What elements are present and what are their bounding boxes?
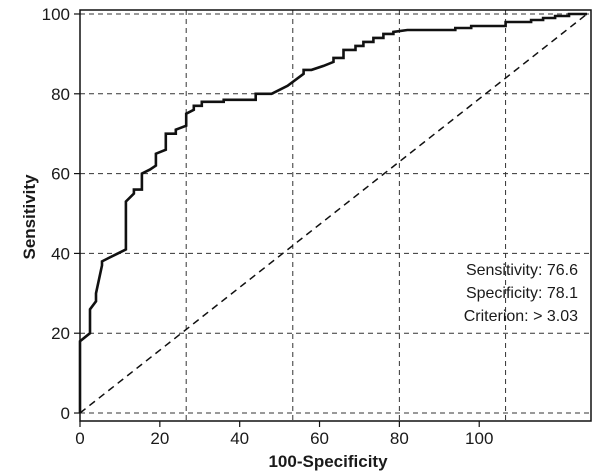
y-tick-label-4: 80 bbox=[51, 85, 70, 104]
plot-frame bbox=[79, 9, 592, 422]
axis-ticks bbox=[74, 13, 480, 427]
roc-curve bbox=[78, 12, 587, 413]
x-tick-label-1: 20 bbox=[150, 429, 169, 448]
y-tick-label-0: 0 bbox=[61, 404, 70, 423]
y-tick-label-5: 100 bbox=[42, 5, 70, 24]
x-tick-labels: 0 20 40 60 80 100 bbox=[75, 429, 493, 448]
y-tick-label-3: 60 bbox=[51, 165, 70, 184]
grid-lines bbox=[79, 10, 591, 421]
x-tick-label-2: 40 bbox=[230, 429, 249, 448]
y-tick-labels: 0 20 40 60 80 100 bbox=[42, 5, 70, 423]
x-tick-label-0: 0 bbox=[75, 429, 84, 448]
y-tick-label-2: 40 bbox=[51, 244, 70, 263]
annotation-criterion: Criterion: > 3.03 bbox=[464, 308, 578, 325]
x-tick-label-3: 60 bbox=[310, 429, 329, 448]
y-axis-label: Sensitivity bbox=[20, 174, 39, 260]
annotation-box: Sensitivity: 76.6 Specificity: 78.1 Crit… bbox=[464, 262, 578, 325]
annotation-sensitivity: Sensitivity: 76.6 bbox=[466, 262, 578, 279]
annotation-specificity: Specificity: 78.1 bbox=[466, 285, 578, 302]
x-tick-label-5: 100 bbox=[465, 429, 493, 448]
series-lines bbox=[78, 12, 588, 414]
x-tick-label-4: 80 bbox=[390, 429, 409, 448]
y-tick-label-1: 20 bbox=[51, 324, 70, 343]
x-axis-label: 100-Specificity bbox=[268, 452, 388, 471]
reference-diagonal-line bbox=[79, 13, 588, 414]
